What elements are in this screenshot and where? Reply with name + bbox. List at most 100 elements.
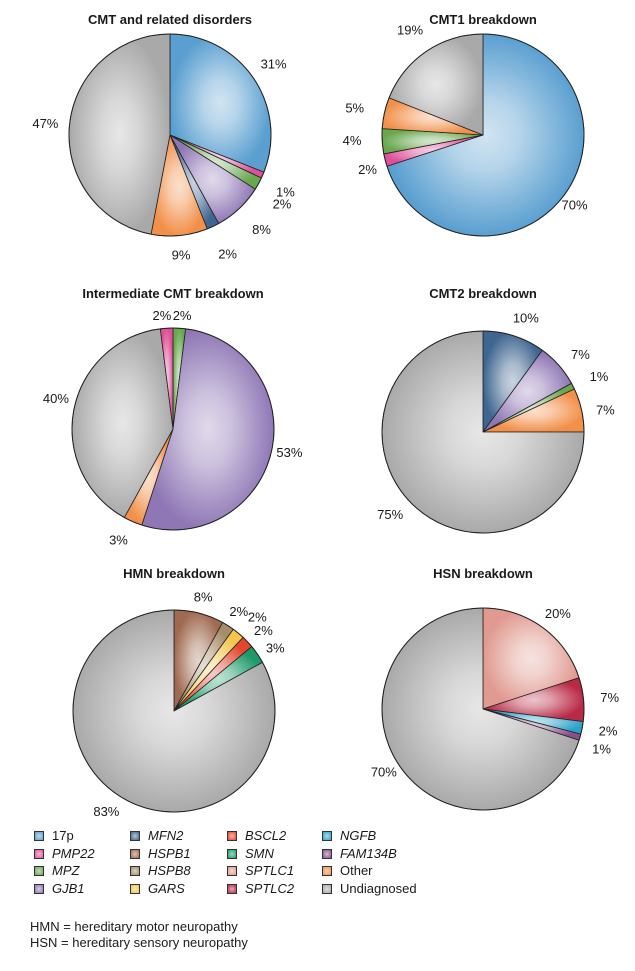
legend-swatch: [322, 866, 332, 876]
legend-item-bscl2: BSCL2: [227, 827, 294, 845]
legend-label: PMP22: [52, 845, 95, 861]
legend-label: HSPB1: [148, 845, 191, 861]
legend-label: SPTLC2: [245, 880, 295, 896]
legend-item-fam134b: FAM134B: [322, 845, 417, 863]
legend-swatch: [34, 883, 44, 894]
slice-label: 9%: [172, 248, 191, 263]
legend-item-gars: GARS: [130, 880, 191, 898]
legend-label: 17p: [52, 828, 74, 843]
slice-label: 20%: [545, 606, 571, 621]
pie-outline: [68, 33, 272, 237]
legend-swatch: [130, 831, 140, 841]
legend-item-undiagnosed: Undiagnosed: [322, 880, 417, 898]
legend-column: BSCL2 SMN SPTLC1 SPTLC2: [227, 827, 294, 897]
slice-label: 1%: [590, 369, 609, 384]
slice-label: 70%: [371, 765, 397, 780]
legend-label: Other: [340, 863, 373, 878]
pie-hsn-breakdown: HSN breakdown 20% 7% 2% 1% 70%: [371, 566, 619, 811]
slice-label: 47%: [32, 116, 58, 131]
chart-title: HMN breakdown: [123, 566, 225, 581]
slice-label: 2%: [173, 308, 192, 323]
pie-outline: [72, 609, 276, 813]
legend-item-17p: 17p: [34, 827, 95, 845]
slice-label: 19%: [397, 22, 423, 37]
slice-label: 1%: [592, 742, 611, 757]
legend-item-hspb1: HSPB1: [130, 845, 191, 863]
slice-label: 2%: [254, 623, 273, 638]
chart-title: Intermediate CMT breakdown: [82, 286, 263, 301]
slice-label: 5%: [345, 101, 364, 116]
slice-label: 10%: [513, 311, 539, 326]
legend-swatch: [130, 848, 140, 859]
pie-outline: [71, 327, 275, 531]
legend-column: NGFB FAM134B Other Undiagnosed: [322, 827, 417, 897]
legend-item-ngfb: NGFB: [322, 827, 417, 845]
slice-label: 75%: [377, 507, 403, 522]
legend-swatch: [322, 883, 332, 894]
pie-chart-figure: CMT and related disorders31%1%2%8%2%9%47…: [32, 12, 619, 819]
legend-swatch: [322, 848, 332, 859]
slice-label: 8%: [194, 590, 213, 605]
slice-label: 31%: [261, 57, 287, 72]
chart-title: CMT1 breakdown: [429, 12, 537, 27]
pie-outline: [381, 33, 585, 237]
legend-swatch: [130, 866, 140, 876]
slice-label: 2%: [358, 162, 377, 177]
legend-label: FAM134B: [340, 845, 397, 861]
slice-label: 7%: [596, 402, 615, 417]
legend-label: MFN2: [148, 828, 184, 843]
pie-slice-undiagnosed: [68, 33, 171, 235]
legend-label: HSPB8: [148, 863, 191, 878]
legend-swatch: [227, 831, 237, 841]
slice-label: 2%: [152, 308, 171, 323]
legend-swatch: [227, 883, 237, 894]
footnote-hmn: HMN = hereditary motor neuropathy: [30, 919, 238, 934]
legend-label: NGFB: [340, 828, 377, 843]
legend-item-smn: SMN: [227, 845, 294, 863]
legend-label: SMN: [245, 845, 274, 861]
legend-swatch: [130, 883, 140, 894]
legend: 17p PMP22 MPZ GJB1 MFN2 HSPB1 HSPB8 GARS BSCL2 SM…: [34, 827, 454, 899]
legend-item-sptlc2: SPTLC2: [227, 880, 294, 898]
legend-swatch: [34, 866, 44, 876]
footnotes: HMN = hereditary motor neuropathy HSN = …: [30, 919, 248, 951]
legend-item-mfn2: MFN2: [130, 827, 191, 845]
legend-label: SPTLC1: [245, 863, 295, 878]
slice-label: 3%: [109, 533, 128, 548]
legend-item-mpz: MPZ: [34, 862, 95, 880]
legend-label: Undiagnosed: [340, 880, 417, 896]
slice-label: 2%: [248, 610, 267, 625]
legend-item-sptlc1: SPTLC1: [227, 862, 294, 880]
legend-column: MFN2 HSPB1 HSPB8 GARS: [130, 827, 191, 897]
pie-cmt-and-related-disorders: CMT and related disorders31%1%2%8%2%9%47…: [32, 12, 295, 263]
slice-label: 83%: [93, 804, 119, 819]
pie-intermediate-cmt-breakdown: Intermediate CMT breakdown 2% 53% 3% 40% 2%: [43, 286, 303, 548]
slice-label: 2%: [218, 247, 237, 262]
slice-label: 4%: [343, 133, 362, 148]
legend-swatch: [34, 848, 44, 859]
slice-label: 2%: [229, 604, 248, 619]
slice-label: 70%: [562, 197, 588, 212]
pie-outline: [381, 607, 585, 811]
slice-label: 7%: [600, 690, 619, 705]
slice-label: 8%: [252, 222, 271, 237]
slice-label: 7%: [571, 347, 590, 362]
pie-cmt1-breakdown: CMT1 breakdown 70% 2% 4% 5% 19%: [343, 12, 588, 237]
slice-label: 2%: [599, 723, 618, 738]
legend-label: GARS: [148, 880, 185, 896]
slice-label: 2%: [273, 196, 292, 211]
legend-item-gjb1: GJB1: [34, 880, 95, 898]
slice-label: 53%: [276, 445, 302, 460]
slice-label: 40%: [43, 391, 69, 406]
slice-label: 1%: [276, 184, 295, 199]
chart-title: HSN breakdown: [433, 566, 533, 581]
legend-label: BSCL2: [245, 828, 287, 843]
chart-title: CMT2 breakdown: [429, 286, 537, 301]
legend-swatch: [227, 866, 237, 876]
legend-item-other: Other: [322, 862, 417, 880]
pie-outline: [381, 330, 585, 534]
legend-label: GJB1: [52, 880, 85, 896]
legend-swatch: [34, 831, 44, 841]
